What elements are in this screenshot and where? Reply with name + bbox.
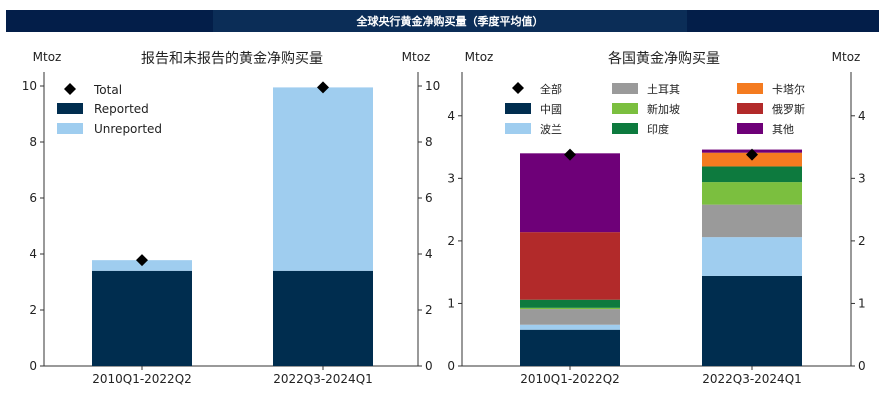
- legend-total-marker: [512, 82, 524, 94]
- legend-label-qatar: 卡塔尔: [772, 83, 805, 96]
- bar-segment-poland: [520, 324, 620, 330]
- left-legend: Total Reported Unreported: [57, 83, 162, 136]
- legend-reported-swatch: [57, 103, 83, 114]
- bar-segment-poland: [702, 237, 802, 276]
- legend-total-marker: [64, 83, 76, 95]
- y-tick-label-right: 10: [425, 79, 440, 93]
- bar-segment-reported: [273, 270, 373, 366]
- left-ylabel-left: Mtoz: [33, 50, 62, 64]
- legend-total-label: Total: [93, 83, 122, 97]
- legend-label-poland: 波兰: [540, 123, 562, 136]
- legend-swatch-poland: [505, 123, 531, 134]
- total-marker: [564, 148, 576, 161]
- bar-segment-unreported: [273, 87, 373, 271]
- y-tick-label-left: 6: [29, 191, 37, 205]
- right-ylabel-left: Mtoz: [465, 50, 494, 64]
- x-tick-label: 2010Q1-2022Q2: [520, 372, 620, 386]
- legend-swatch-qatar: [737, 83, 763, 94]
- legend-label-other: 其他: [772, 123, 794, 136]
- bar-segment-other: [520, 153, 620, 233]
- y-tick-label-left: 10: [22, 79, 37, 93]
- bar-segment-russia: [520, 232, 620, 300]
- y-tick-label-left: 2: [447, 234, 455, 248]
- legend-label-singapore: 新加坡: [647, 102, 680, 116]
- bar-segment-reported: [92, 270, 192, 366]
- y-tick-label-left: 2: [29, 303, 37, 317]
- legend-swatch-china: [505, 103, 531, 114]
- y-tick-label-right: 0: [425, 359, 433, 373]
- legend-label-china: 中國: [540, 103, 562, 116]
- y-tick-label-right: 1: [858, 296, 866, 310]
- y-tick-label-left: 0: [29, 359, 37, 373]
- x-tick-label: 2022Q3-2024Q1: [702, 372, 802, 386]
- legend-label-turkey: 土耳其: [647, 83, 680, 96]
- total-marker: [136, 254, 148, 267]
- y-tick-label-left: 4: [447, 109, 455, 123]
- legend-swatch-singapore: [612, 103, 638, 114]
- legend-label-total: 全部: [540, 82, 562, 96]
- legend-swatch-india: [612, 123, 638, 134]
- legend-swatch-russia: [737, 103, 763, 114]
- y-tick-label-left: 1: [447, 296, 455, 310]
- left-chart: 报告和未报告的黄金净购买量 Mtoz Mtoz 0 0 2 2 4 4 6 6 8 8 10 10 2…: [22, 50, 441, 386]
- y-tick-label-right: 0: [858, 359, 866, 373]
- bar-segment-china: [520, 329, 620, 366]
- x-tick-label: 2022Q3-2024Q1: [273, 372, 373, 386]
- legend-label-india: 印度: [647, 122, 669, 136]
- bar-segment-india: [702, 166, 802, 183]
- header-title-bar: [213, 10, 687, 32]
- y-tick-label-left: 8: [29, 135, 37, 149]
- right-chart-title: 各国黄金净购买量: [608, 50, 720, 67]
- right-ylabel-right: Mtoz: [832, 50, 861, 64]
- legend-reported-label: Reported: [94, 102, 149, 116]
- y-tick-label-left: 3: [447, 171, 455, 185]
- total-marker: [746, 148, 758, 161]
- legend-swatch-turkey: [612, 83, 638, 94]
- y-tick-label-right: 4: [425, 247, 433, 261]
- legend-unreported-label: Unreported: [94, 122, 162, 136]
- y-tick-label-right: 2: [425, 303, 433, 317]
- bar-segment-turkey: [702, 204, 802, 238]
- left-ylabel-right: Mtoz: [402, 50, 431, 64]
- y-tick-label-right: 8: [425, 135, 433, 149]
- bar-segment-china: [702, 275, 802, 366]
- y-tick-label-left: 4: [29, 247, 37, 261]
- bar-segment-singapore: [702, 182, 802, 205]
- bar-segment-turkey: [520, 309, 620, 325]
- right-chart: 各国黄金净购买量 Mtoz Mtoz 0 0 1 1 2 2 3 3 4 4 2010Q1-202…: [447, 50, 865, 386]
- total-marker: [317, 81, 329, 94]
- legend-unreported-swatch: [57, 123, 83, 134]
- y-tick-label-right: 2: [858, 234, 866, 248]
- y-tick-label-right: 4: [858, 109, 866, 123]
- y-tick-label-left: 0: [447, 359, 455, 373]
- bar-segment-india: [520, 299, 620, 308]
- y-tick-label-right: 6: [425, 191, 433, 205]
- header-title: 全球央行黄金净购买量（季度平均值）: [356, 14, 544, 28]
- y-tick-label-right: 3: [858, 171, 866, 185]
- x-tick-label: 2010Q1-2022Q2: [92, 372, 192, 386]
- bar-segment-singapore: [520, 307, 620, 310]
- left-chart-title: 报告和未报告的黄金净购买量: [141, 50, 323, 67]
- legend-label-russia: 俄罗斯: [772, 103, 805, 116]
- legend-swatch-other: [737, 123, 763, 134]
